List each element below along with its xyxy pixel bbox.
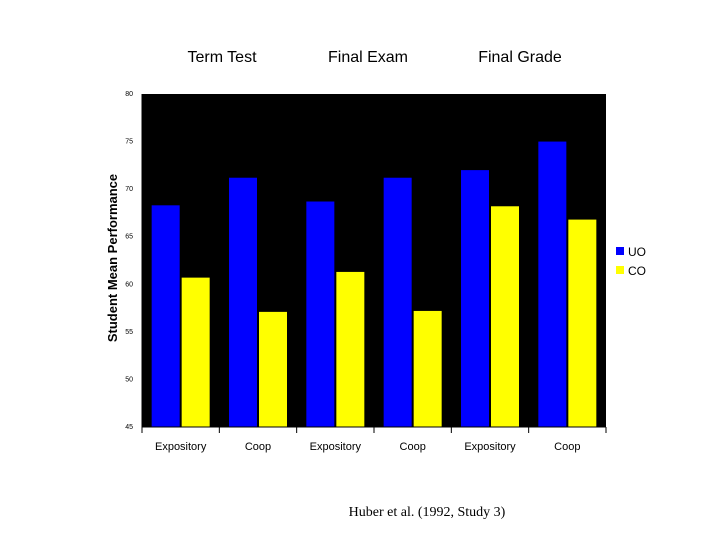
category-label: Expository [155, 441, 207, 453]
bar-co [491, 206, 519, 427]
group-title-final-grade: Final Grade [478, 49, 562, 66]
y-axis-ticks: 45 50 55 60 65 70 75 80 [125, 91, 133, 431]
legend-label-uo: UO [628, 245, 646, 259]
bar-co [259, 311, 287, 427]
bar-uo [306, 201, 335, 427]
category-label: Coop [245, 441, 271, 453]
bar-uo [151, 205, 180, 427]
legend-label-co: CO [628, 264, 646, 278]
bar-uo [229, 177, 257, 427]
bar-co [568, 219, 597, 427]
category-label: Expository [464, 441, 516, 453]
bar-uo [461, 170, 489, 427]
bars [151, 141, 597, 428]
legend: UO CO [616, 245, 646, 278]
category-labels: Expository Coop Expository Coop Expository Co… [155, 441, 580, 453]
category-label: Expository [310, 441, 362, 453]
y-tick-label: 65 [125, 234, 133, 241]
y-tick-label: 50 [125, 376, 133, 383]
legend-swatch-co [616, 266, 624, 274]
bar-co [413, 310, 442, 427]
y-tick-label: 75 [125, 139, 133, 146]
legend-swatch-uo [616, 247, 624, 255]
bar-uo [538, 141, 567, 428]
y-tick-label: 45 [125, 424, 133, 431]
category-label: Coop [554, 441, 580, 453]
chart-caption: Huber et al. (1992, Study 3) [349, 505, 506, 520]
plot-area [142, 94, 606, 427]
y-tick-label: 70 [125, 186, 133, 193]
group-titles: Term Test Final Exam Final Grade [187, 49, 561, 66]
y-axis-label: Student Mean Performance [105, 174, 120, 342]
y-tick-label: 55 [125, 329, 133, 336]
group-title-term-test: Term Test [187, 49, 257, 66]
bar-uo [383, 177, 412, 427]
axes [141, 94, 607, 433]
group-title-final-exam: Final Exam [328, 49, 408, 66]
y-tick-label: 60 [125, 281, 133, 288]
bar-co [181, 277, 210, 427]
y-tick-label: 80 [125, 91, 133, 98]
bar-co [336, 271, 365, 427]
category-label: Coop [400, 441, 426, 453]
